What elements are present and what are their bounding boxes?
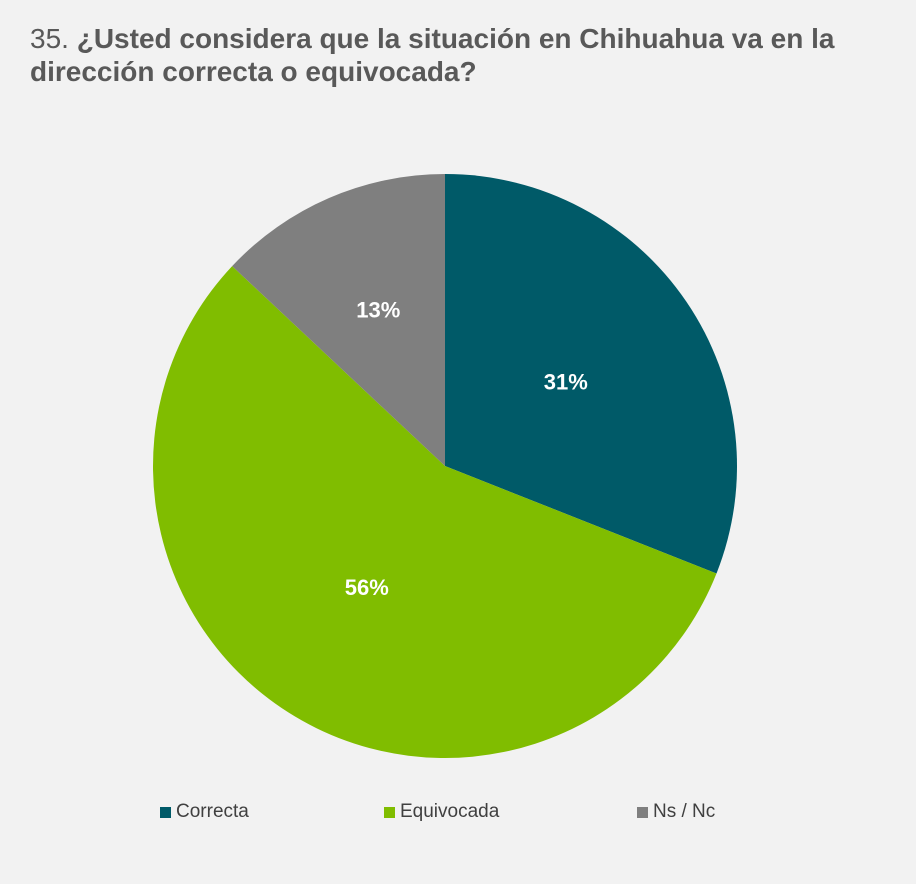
slice-label-equivocada: 56% [345, 575, 389, 600]
legend-label: Ns / Nc [653, 801, 716, 822]
legend-swatch [637, 806, 648, 818]
pie-labels: 31% 56% 13% [345, 298, 588, 600]
slice-label-ns-nc: 13% [356, 298, 400, 323]
legend-swatch [160, 806, 171, 818]
legend-label: Equivocada [400, 801, 500, 822]
legend-item-equivocada: Equivocada [384, 801, 499, 823]
pie-slice-ns-nc [232, 174, 445, 466]
slice-label-correcta: 31% [544, 370, 588, 395]
legend-label: Correcta [176, 801, 249, 822]
legend-item-correcta: Correcta [160, 801, 249, 823]
pie-slice-correcta [445, 174, 737, 574]
chart-title: 35. ¿Usted considera que la situación en… [30, 22, 890, 88]
question-number: 35. [30, 23, 69, 54]
chart-legend: Correcta Equivocada Ns / Nc [0, 801, 916, 827]
legend-swatch [384, 806, 395, 818]
legend-item-ns-nc: Ns / Nc [637, 801, 715, 823]
question-text: ¿Usted considera que la situación en Chi… [30, 23, 835, 87]
pie-slice-equivocada [153, 266, 717, 758]
pie-slices [153, 174, 737, 758]
